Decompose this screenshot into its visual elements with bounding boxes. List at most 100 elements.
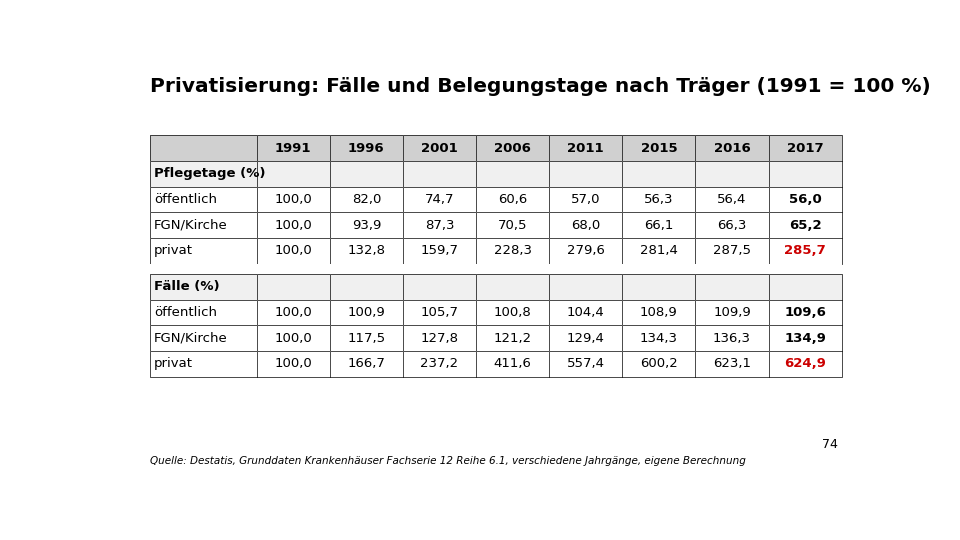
Bar	[256, 274, 330, 300]
Bar	[549, 300, 622, 325]
Bar	[549, 351, 622, 377]
Bar	[256, 274, 330, 300]
Bar	[256, 238, 330, 264]
Bar	[549, 300, 622, 325]
Bar	[150, 238, 256, 264]
Text: 285,7: 285,7	[784, 245, 826, 258]
Bar	[330, 212, 403, 238]
Bar	[549, 274, 622, 300]
Bar	[695, 136, 769, 161]
Text: 109,6: 109,6	[784, 306, 826, 319]
Text: 2015: 2015	[640, 142, 677, 155]
Text: Privatisierung: Fälle und Belegungstage nach Träger (1991 = 100 %): Privatisierung: Fälle und Belegungstage …	[150, 77, 930, 96]
Bar	[695, 300, 769, 325]
Bar	[403, 187, 476, 212]
Text: 100,0: 100,0	[275, 219, 312, 232]
Bar	[330, 212, 403, 238]
Bar	[695, 212, 769, 238]
Bar	[695, 274, 769, 300]
Bar	[256, 212, 330, 238]
Text: 2016: 2016	[713, 142, 751, 155]
Text: 600,2: 600,2	[640, 357, 678, 370]
Bar	[622, 351, 695, 377]
Bar	[150, 161, 256, 187]
Bar	[695, 325, 769, 351]
Bar	[769, 264, 842, 274]
Text: 117,5: 117,5	[348, 332, 385, 345]
Bar	[476, 212, 549, 238]
Bar	[695, 161, 769, 187]
Bar	[476, 351, 549, 377]
Text: 82,0: 82,0	[351, 193, 381, 206]
Bar	[330, 264, 403, 274]
Bar	[769, 300, 842, 325]
Text: öffentlich: öffentlich	[155, 306, 217, 319]
Bar	[622, 300, 695, 325]
Text: 228,3: 228,3	[493, 245, 532, 258]
Text: 66,1: 66,1	[644, 219, 674, 232]
Bar	[256, 300, 330, 325]
Text: 287,5: 287,5	[713, 245, 751, 258]
Text: 2017: 2017	[787, 142, 824, 155]
Bar	[769, 187, 842, 212]
Bar	[403, 187, 476, 212]
Text: 60,6: 60,6	[498, 193, 527, 206]
Bar	[256, 136, 330, 161]
Text: 74: 74	[822, 438, 838, 451]
Bar	[256, 187, 330, 212]
Bar	[769, 351, 842, 377]
Bar	[330, 161, 403, 187]
Bar	[549, 161, 622, 187]
Bar	[695, 351, 769, 377]
Bar	[695, 264, 769, 274]
Bar	[150, 300, 256, 325]
Bar	[150, 212, 256, 238]
Text: 129,4: 129,4	[566, 332, 605, 345]
Text: privat: privat	[155, 245, 193, 258]
Text: 100,9: 100,9	[348, 306, 385, 319]
Bar	[769, 238, 842, 264]
Text: 100,0: 100,0	[275, 357, 312, 370]
Bar	[476, 238, 549, 264]
Bar	[403, 274, 476, 300]
Bar	[769, 212, 842, 238]
Text: 1991: 1991	[275, 142, 311, 155]
Bar	[150, 300, 256, 325]
Text: 134,9: 134,9	[784, 332, 826, 345]
Text: 2006: 2006	[494, 142, 531, 155]
Bar	[695, 351, 769, 377]
Bar	[695, 161, 769, 187]
Bar	[403, 161, 476, 187]
Bar	[256, 238, 330, 264]
Bar	[403, 300, 476, 325]
Bar	[476, 325, 549, 351]
Bar	[549, 161, 622, 187]
Bar	[622, 274, 695, 300]
Bar	[622, 212, 695, 238]
Text: 100,0: 100,0	[275, 332, 312, 345]
Bar	[330, 325, 403, 351]
Text: 56,3: 56,3	[644, 193, 674, 206]
Bar	[549, 238, 622, 264]
Bar	[769, 238, 842, 264]
Bar	[150, 325, 256, 351]
Bar	[622, 136, 695, 161]
Bar	[549, 212, 622, 238]
Text: 87,3: 87,3	[424, 219, 454, 232]
Bar	[256, 136, 330, 161]
Bar	[403, 351, 476, 377]
Bar	[476, 274, 549, 300]
Bar	[622, 274, 695, 300]
Bar	[769, 212, 842, 238]
Bar	[403, 274, 476, 300]
Bar	[476, 300, 549, 325]
Text: 105,7: 105,7	[420, 306, 459, 319]
Text: 66,3: 66,3	[717, 219, 747, 232]
Bar	[549, 274, 622, 300]
Bar	[330, 300, 403, 325]
Text: 134,3: 134,3	[640, 332, 678, 345]
Bar	[256, 187, 330, 212]
Text: Fälle (%): Fälle (%)	[155, 280, 220, 293]
Bar	[769, 161, 842, 187]
Bar	[769, 300, 842, 325]
